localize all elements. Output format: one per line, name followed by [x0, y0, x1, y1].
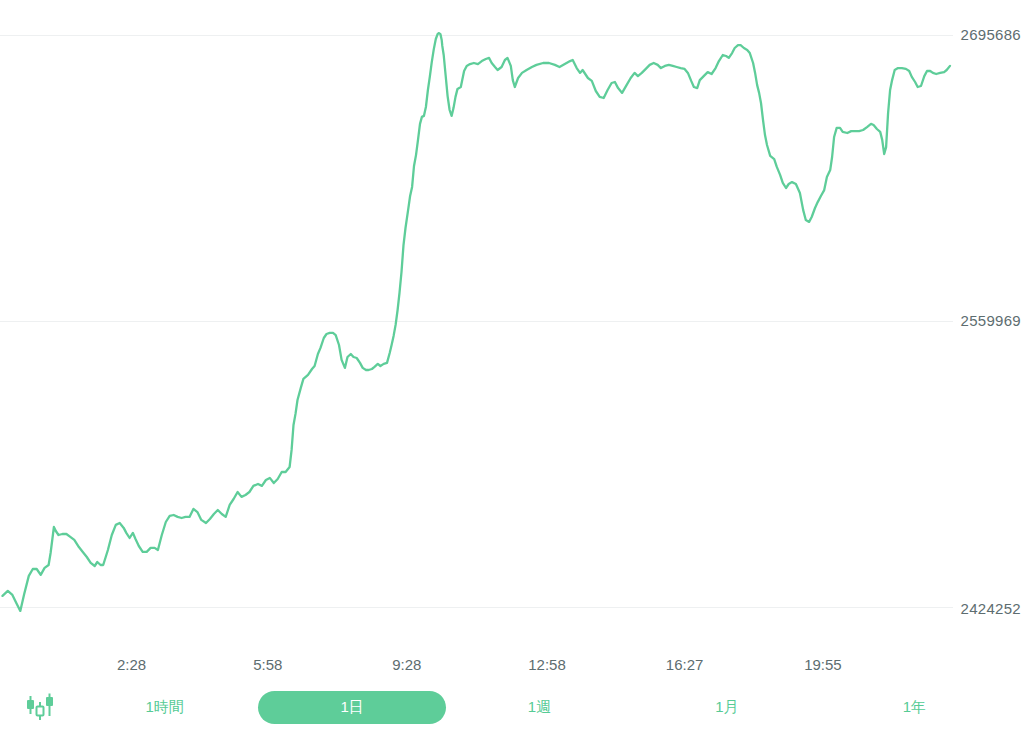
- y-axis-label: 2695686: [961, 27, 1022, 43]
- x-axis-label: 16:27: [666, 656, 704, 673]
- time-range-toolbar: 1時間 1日 1週 1月 1年: [0, 690, 1008, 724]
- x-axis-label: 19:55: [804, 656, 842, 673]
- x-axis-label: 12:58: [528, 656, 566, 673]
- x-axis-label: 2:28: [117, 656, 146, 673]
- candlestick-icon: [24, 693, 56, 723]
- range-button-1week[interactable]: 1週: [446, 691, 633, 724]
- range-button-1hour[interactable]: 1時間: [71, 691, 258, 724]
- range-button-1day[interactable]: 1日: [258, 691, 445, 724]
- range-button-1month[interactable]: 1月: [633, 691, 820, 724]
- chart-type-button[interactable]: [0, 690, 71, 724]
- price-line-chart: [0, 0, 1024, 735]
- y-axis-label: 2424252: [961, 601, 1022, 617]
- range-button-1year[interactable]: 1年: [821, 691, 1008, 724]
- price-chart-page: 2695686 2559969 2424252 2:28 5:58 9:28 1…: [0, 0, 1024, 735]
- y-axis-label: 2559969: [961, 313, 1022, 329]
- x-axis-label: 5:58: [253, 656, 282, 673]
- x-axis-label: 9:28: [392, 656, 421, 673]
